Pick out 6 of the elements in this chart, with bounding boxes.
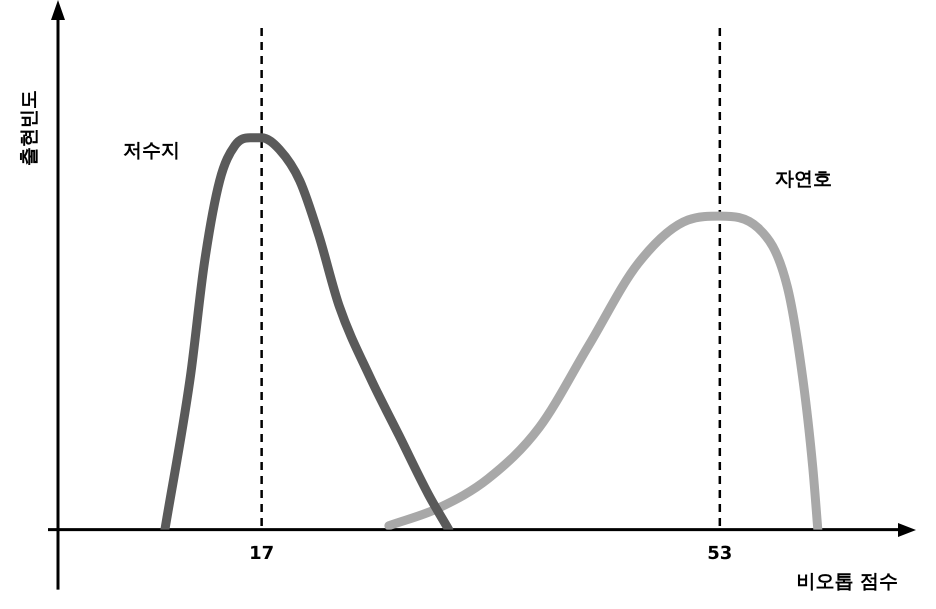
text: 자연호 <box>774 168 832 190</box>
x-axis-title: 비오톱 점수 <box>796 570 898 593</box>
x-tick-label: 53 <box>707 543 732 564</box>
text: 저수지 <box>123 140 180 162</box>
x-tick-label: 17 <box>249 543 274 564</box>
y-axis-title: 출현빈도 <box>17 90 41 166</box>
